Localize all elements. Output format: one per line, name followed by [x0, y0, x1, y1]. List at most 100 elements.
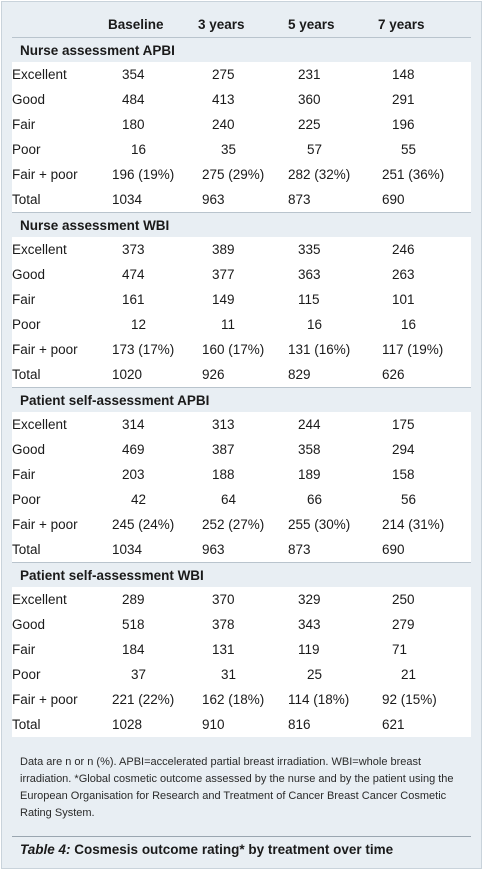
value-cell: 518 [108, 612, 198, 637]
value-cell: 42 [108, 487, 198, 512]
row-label: Fair [12, 112, 108, 137]
value-cell: 56 [378, 487, 471, 512]
value-cell: 131 (16%) [288, 337, 378, 362]
value-cell: 196 (19%) [108, 162, 198, 187]
table-row: Fair 184 131 119 71 [12, 637, 471, 662]
value-cell: 873 [288, 537, 378, 563]
row-label: Total [12, 712, 108, 737]
value-cell: 279 [378, 612, 471, 637]
value-cell: 160 (17%) [198, 337, 288, 362]
row-label: Fair + poor [12, 687, 108, 712]
section-title: Nurse assessment APBI [12, 37, 471, 62]
value-cell: 413 [198, 87, 288, 112]
value-cell: 250 [378, 587, 471, 612]
value-cell: 71 [378, 637, 471, 662]
row-label: Good [12, 262, 108, 287]
value-cell: 117 (19%) [378, 337, 471, 362]
table-row: Poor 12 11 16 16 [12, 312, 471, 337]
value-cell: 245 (24%) [108, 512, 198, 537]
header-row: Baseline 3 years 5 years 7 years [12, 12, 471, 38]
table-row: Poor 16 35 57 55 [12, 137, 471, 162]
section-header-row: Nurse assessment WBI [12, 212, 471, 237]
value-cell: 92 (15%) [378, 687, 471, 712]
value-cell: 1034 [108, 537, 198, 563]
header-cell [12, 12, 108, 38]
value-cell: 12 [108, 312, 198, 337]
value-cell: 184 [108, 637, 198, 662]
row-label: Excellent [12, 62, 108, 87]
value-cell: 16 [288, 312, 378, 337]
table-row: Good 469 387 358 294 [12, 437, 471, 462]
value-cell: 203 [108, 462, 198, 487]
value-cell: 57 [288, 137, 378, 162]
table-row: Good 518 378 343 279 [12, 612, 471, 637]
value-cell: 251 (36%) [378, 162, 471, 187]
value-cell: 313 [198, 412, 288, 437]
row-label: Excellent [12, 237, 108, 262]
value-cell: 282 (32%) [288, 162, 378, 187]
value-cell: 214 (31%) [378, 512, 471, 537]
row-label: Total [12, 362, 108, 388]
header-cell-7-years: 7 years [378, 17, 425, 32]
value-cell: 335 [288, 237, 378, 262]
value-cell: 55 [378, 137, 471, 162]
table-row: Excellent 314 313 244 175 [12, 412, 471, 437]
row-label: Poor [12, 137, 108, 162]
table-row: Fair 203 188 189 158 [12, 462, 471, 487]
value-cell: 119 [288, 637, 378, 662]
section-title: Patient self-assessment APBI [12, 387, 471, 412]
value-cell: 690 [378, 187, 471, 213]
table-row: Excellent 373 389 335 246 [12, 237, 471, 262]
row-label: Poor [12, 487, 108, 512]
value-cell: 910 [198, 712, 288, 737]
value-cell: 16 [378, 312, 471, 337]
value-cell: 221 (22%) [108, 687, 198, 712]
cosmesis-table: Baseline 3 years 5 years 7 years Nurse a… [12, 12, 471, 737]
table-body: Nurse assessment APBI Excellent 354 275 231 1… [12, 37, 471, 737]
row-label: Total [12, 537, 108, 563]
value-cell: 690 [378, 537, 471, 563]
value-cell: 343 [288, 612, 378, 637]
value-cell: 621 [378, 712, 471, 737]
value-cell: 484 [108, 87, 198, 112]
value-cell: 37 [108, 662, 198, 687]
value-cell: 173 (17%) [108, 337, 198, 362]
value-cell: 244 [288, 412, 378, 437]
value-cell: 373 [108, 237, 198, 262]
value-cell: 829 [288, 362, 378, 388]
value-cell: 377 [198, 262, 288, 287]
value-cell: 240 [198, 112, 288, 137]
value-cell: 162 (18%) [198, 687, 288, 712]
value-cell: 180 [108, 112, 198, 137]
row-label: Good [12, 612, 108, 637]
value-cell: 291 [378, 87, 471, 112]
table-title: Cosmesis outcome rating* by treatment ov… [74, 842, 394, 857]
value-cell: 16 [108, 137, 198, 162]
table-row: Total 1020 926 829 626 [12, 362, 471, 388]
value-cell: 370 [198, 587, 288, 612]
value-cell: 329 [288, 587, 378, 612]
row-label: Good [12, 87, 108, 112]
value-cell: 378 [198, 612, 288, 637]
value-cell: 115 [288, 287, 378, 312]
value-cell: 474 [108, 262, 198, 287]
value-cell: 314 [108, 412, 198, 437]
row-label: Fair + poor [12, 512, 108, 537]
value-cell: 246 [378, 237, 471, 262]
value-cell: 1034 [108, 187, 198, 213]
value-cell: 275 (29%) [198, 162, 288, 187]
value-cell: 387 [198, 437, 288, 462]
table-row: Total 1034 963 873 690 [12, 537, 471, 563]
table-row: Fair + poor 173 (17%) 160 (17%) 131 (16%) 11… [12, 337, 471, 362]
value-cell: 389 [198, 237, 288, 262]
header-cell-5-years: 5 years [288, 17, 335, 32]
value-cell: 66 [288, 487, 378, 512]
value-cell: 252 (27%) [198, 512, 288, 537]
row-label: Fair [12, 287, 108, 312]
table-row: Fair + poor 221 (22%) 162 (18%) 114 (18%) 92… [12, 687, 471, 712]
value-cell: 21 [378, 662, 471, 687]
table-caption: Table 4: Cosmesis outcome rating* by tre… [20, 842, 393, 857]
table-row: Excellent 354 275 231 148 [12, 62, 471, 87]
value-cell: 963 [198, 537, 288, 563]
